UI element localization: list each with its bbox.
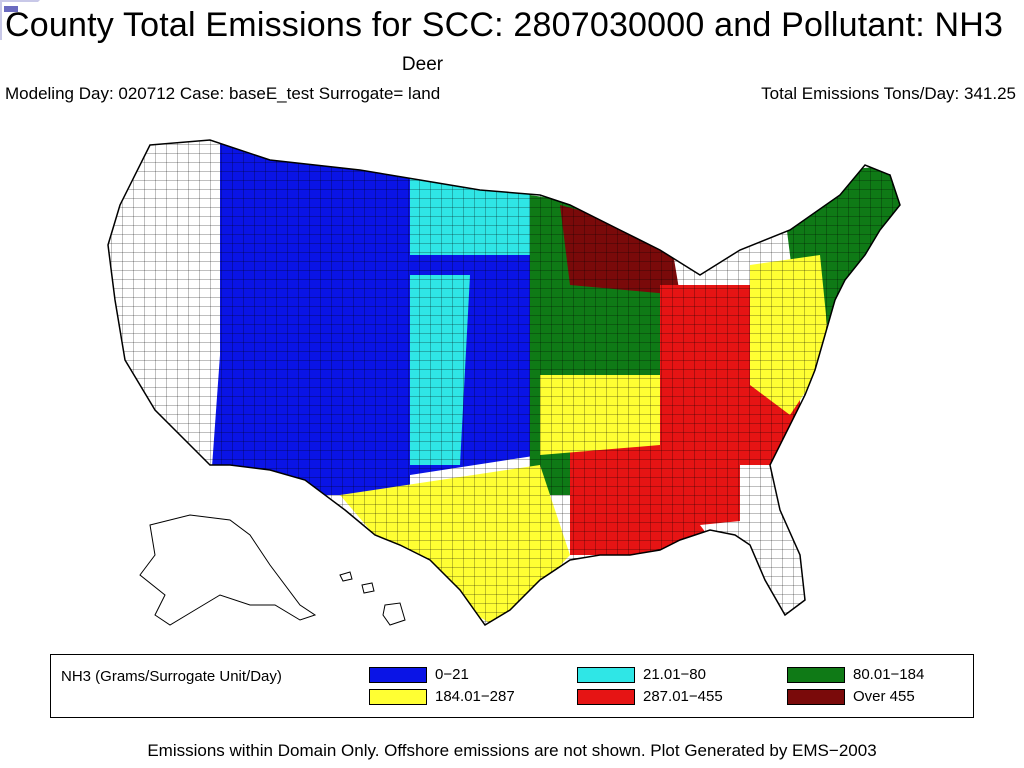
legend-title: NH3 (Grams/Surrogate Unit/Day) xyxy=(61,668,282,685)
legend-label: 0−21 xyxy=(435,666,469,683)
legend-label: 184.01−287 xyxy=(435,688,515,705)
legend-label: 287.01−455 xyxy=(643,688,723,705)
us-county-emissions-map xyxy=(107,139,901,626)
footer-note: Emissions within Domain Only. Offshore e… xyxy=(147,741,877,760)
legend-swatch xyxy=(369,689,427,705)
legend-swatch xyxy=(787,667,845,683)
alaska-outline xyxy=(139,514,317,626)
legend-swatch xyxy=(369,667,427,683)
legend-swatch xyxy=(787,689,845,705)
corner-decoration xyxy=(0,0,40,40)
page-title: County Total Emissions for SCC: 28070300… xyxy=(5,6,1004,44)
legend-swatch xyxy=(577,689,635,705)
legend-swatch xyxy=(577,667,635,683)
hawaii-outline xyxy=(339,571,406,626)
map-legend: NH3 (Grams/Surrogate Unit/Day) 0−21 21.0… xyxy=(50,654,974,718)
legend-label: Over 455 xyxy=(853,688,915,705)
total-emissions: Total Emissions Tons/Day: 341.25 xyxy=(761,84,1016,103)
legend-label: 21.01−80 xyxy=(643,666,706,683)
modeling-info: Modeling Day: 020712 Case: baseE_test Su… xyxy=(5,84,441,103)
legend-label: 80.01−184 xyxy=(853,666,925,683)
source-subtitle: Deer xyxy=(401,54,444,75)
